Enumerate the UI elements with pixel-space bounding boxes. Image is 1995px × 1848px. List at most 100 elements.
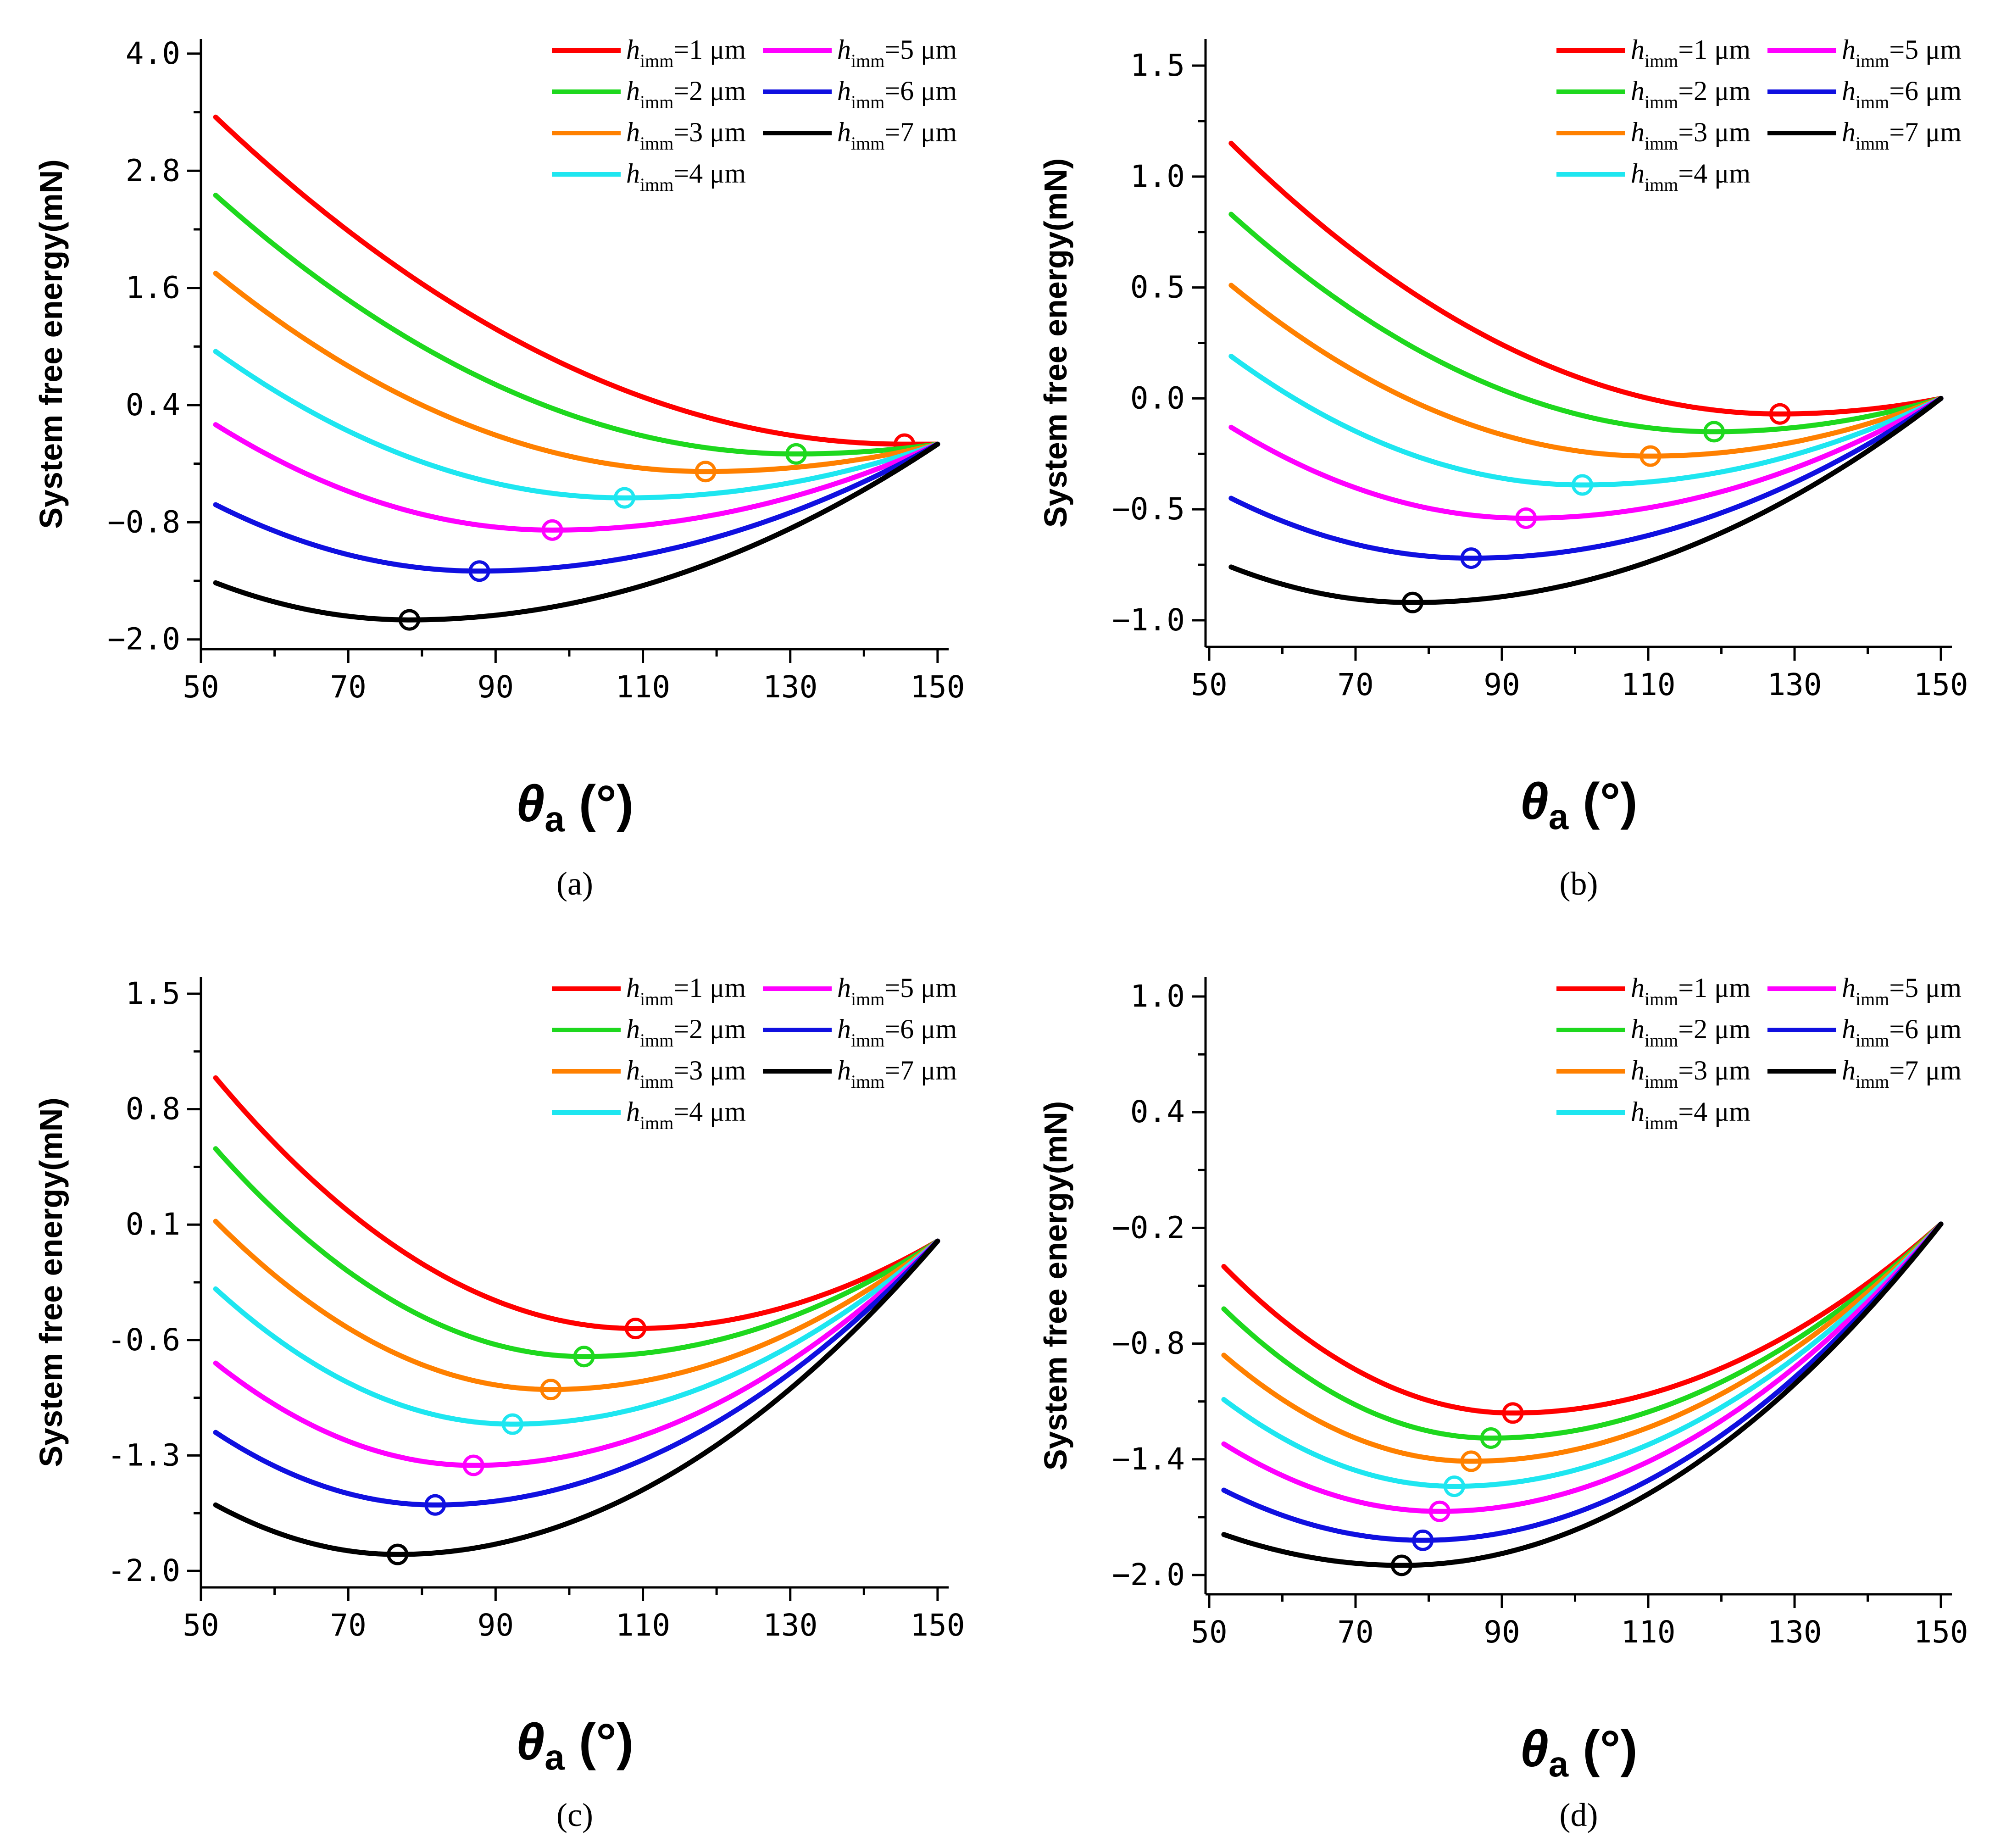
x-axis-label: θa (°) (1520, 1720, 1637, 1784)
series-line-7 (213, 441, 940, 623)
panels-group: 50 70 90 110 130 150 4.0 2.8 1.6 0.4 −0.8 −2.0 Syste… (33, 34, 1968, 1833)
min-marker-1 (1769, 403, 1791, 425)
y-tick-label: −2.0 (1112, 1557, 1185, 1592)
min-marker-6 (468, 560, 490, 582)
panel-label: (a) (556, 865, 593, 902)
x-tick-label: 90 (478, 669, 514, 705)
x-tick-label: 110 (1621, 1614, 1675, 1650)
series-line-3 (213, 1219, 940, 1392)
x-tick-label: 50 (183, 1608, 219, 1643)
legend-label: himm=3 μm (626, 1055, 746, 1092)
series-line-6 (1221, 1221, 1944, 1543)
y-tick-label: 1.0 (1130, 159, 1185, 194)
y-tick-label: -2.0 (107, 1553, 180, 1588)
y-tick-label: -1.3 (107, 1437, 180, 1473)
min-marker-5 (541, 519, 563, 541)
series-line-4 (1221, 1221, 1944, 1489)
legend-label: himm=4 μm (1631, 158, 1750, 195)
min-marker-2 (1480, 1427, 1502, 1449)
legend-label: himm=6 μm (1842, 1014, 1962, 1051)
x-tick-label: 130 (1767, 1614, 1822, 1650)
series-line-4 (1228, 354, 1944, 488)
legend-label: himm=4 μm (1631, 1097, 1750, 1133)
y-tick-label: 1.5 (1130, 48, 1185, 83)
series-line-6 (213, 441, 940, 574)
y-tick-label: 1.0 (1130, 979, 1185, 1014)
y-tick-label: 4.0 (126, 36, 180, 71)
chart-panel-c: 50 70 90 110 130 150 1.5 0.8 0.1 -0.6 -1.3 -2.0 Syst… (33, 973, 965, 1833)
legend-label: himm=5 μm (837, 34, 957, 71)
y-tick-label: 0.1 (126, 1207, 180, 1242)
legend-label: himm=5 μm (1842, 34, 1962, 71)
legend-label: himm=2 μm (1631, 1014, 1750, 1051)
x-tick-label: 150 (1913, 1614, 1968, 1650)
panel-label: (c) (556, 1797, 593, 1833)
legend-label: himm=7 μm (1842, 117, 1962, 154)
y-axis-label: System free energy(mN) (1038, 158, 1073, 528)
series-line-7 (1228, 395, 1944, 605)
x-tick-label: 50 (183, 669, 219, 705)
y-tick-label: 0.8 (126, 1091, 180, 1127)
legend: himm=1 μm himm=2 μm himm=3 μm himm=4 μm himm… (552, 34, 957, 195)
series-line-2 (213, 193, 940, 456)
min-marker-6 (1460, 547, 1482, 569)
series-line-4 (213, 1238, 940, 1427)
y-tick-label: −1.4 (1112, 1442, 1185, 1477)
y-axis-label: System free energy(mN) (33, 159, 69, 529)
x-axis-label: θa (°) (516, 1713, 634, 1777)
legend-label: himm=7 μm (1842, 1055, 1962, 1092)
panel-label: (b) (1560, 865, 1598, 902)
legend-label: himm=3 μm (1631, 1055, 1750, 1092)
min-marker-4 (501, 1413, 523, 1435)
min-marker-2 (573, 1346, 595, 1368)
series-line-6 (213, 1238, 940, 1508)
min-marker-2 (1703, 421, 1725, 443)
legend-label: himm=5 μm (837, 973, 957, 1009)
min-marker-4 (613, 487, 635, 509)
min-marker-7 (1390, 1554, 1412, 1576)
min-marker-7 (1401, 591, 1423, 613)
legend-label: himm=4 μm (626, 1097, 746, 1133)
legend-label: himm=7 μm (837, 117, 957, 154)
x-tick-label: 150 (910, 1608, 965, 1643)
series-line-6 (1228, 395, 1944, 561)
x-tick-label: 50 (1191, 667, 1227, 702)
min-marker-1 (624, 1318, 646, 1340)
min-marker-3 (695, 461, 717, 483)
legend-label: himm=6 μm (1842, 76, 1962, 112)
legend-label: himm=6 μm (837, 1014, 957, 1051)
series-line-7 (213, 1238, 940, 1557)
y-tick-label: 0.5 (1130, 270, 1185, 305)
series-line-2 (1228, 212, 1944, 434)
min-marker-5 (1428, 1500, 1450, 1522)
legend-label: himm=3 μm (1631, 117, 1750, 154)
series-line-2 (1221, 1221, 1944, 1441)
y-tick-label: 0.0 (1130, 380, 1185, 416)
x-tick-label: 110 (616, 669, 670, 705)
y-tick-label: −0.8 (1112, 1326, 1185, 1361)
series-line-3 (1228, 283, 1944, 459)
y-tick-label: −0.2 (1112, 1210, 1185, 1245)
series-line-4 (213, 349, 940, 501)
y-tick-label: −2.0 (107, 622, 180, 657)
x-tick-label: 90 (1484, 667, 1520, 702)
x-axis-label: θa (°) (1520, 773, 1637, 837)
y-axis-label: System free energy(mN) (33, 1097, 69, 1467)
series-line-2 (213, 1146, 940, 1359)
x-tick-label: 70 (1337, 1614, 1373, 1650)
x-tick-label: 90 (1484, 1614, 1520, 1650)
series-line-5 (1221, 1221, 1944, 1514)
min-marker-3 (1639, 445, 1662, 467)
min-marker-3 (540, 1379, 562, 1401)
legend: himm=1 μm himm=2 μm himm=3 μm himm=4 μm himm… (1556, 973, 1962, 1133)
x-tick-label: 50 (1191, 1614, 1227, 1650)
series-line-7 (1221, 1221, 1944, 1568)
legend-label: himm=4 μm (626, 158, 746, 195)
series-line-5 (1228, 395, 1944, 521)
legend-label: himm=2 μm (1631, 76, 1750, 112)
min-marker-5 (462, 1454, 484, 1476)
panel-label: (d) (1560, 1797, 1598, 1833)
legend: himm=1 μm himm=2 μm himm=3 μm himm=4 μm himm… (552, 973, 957, 1133)
